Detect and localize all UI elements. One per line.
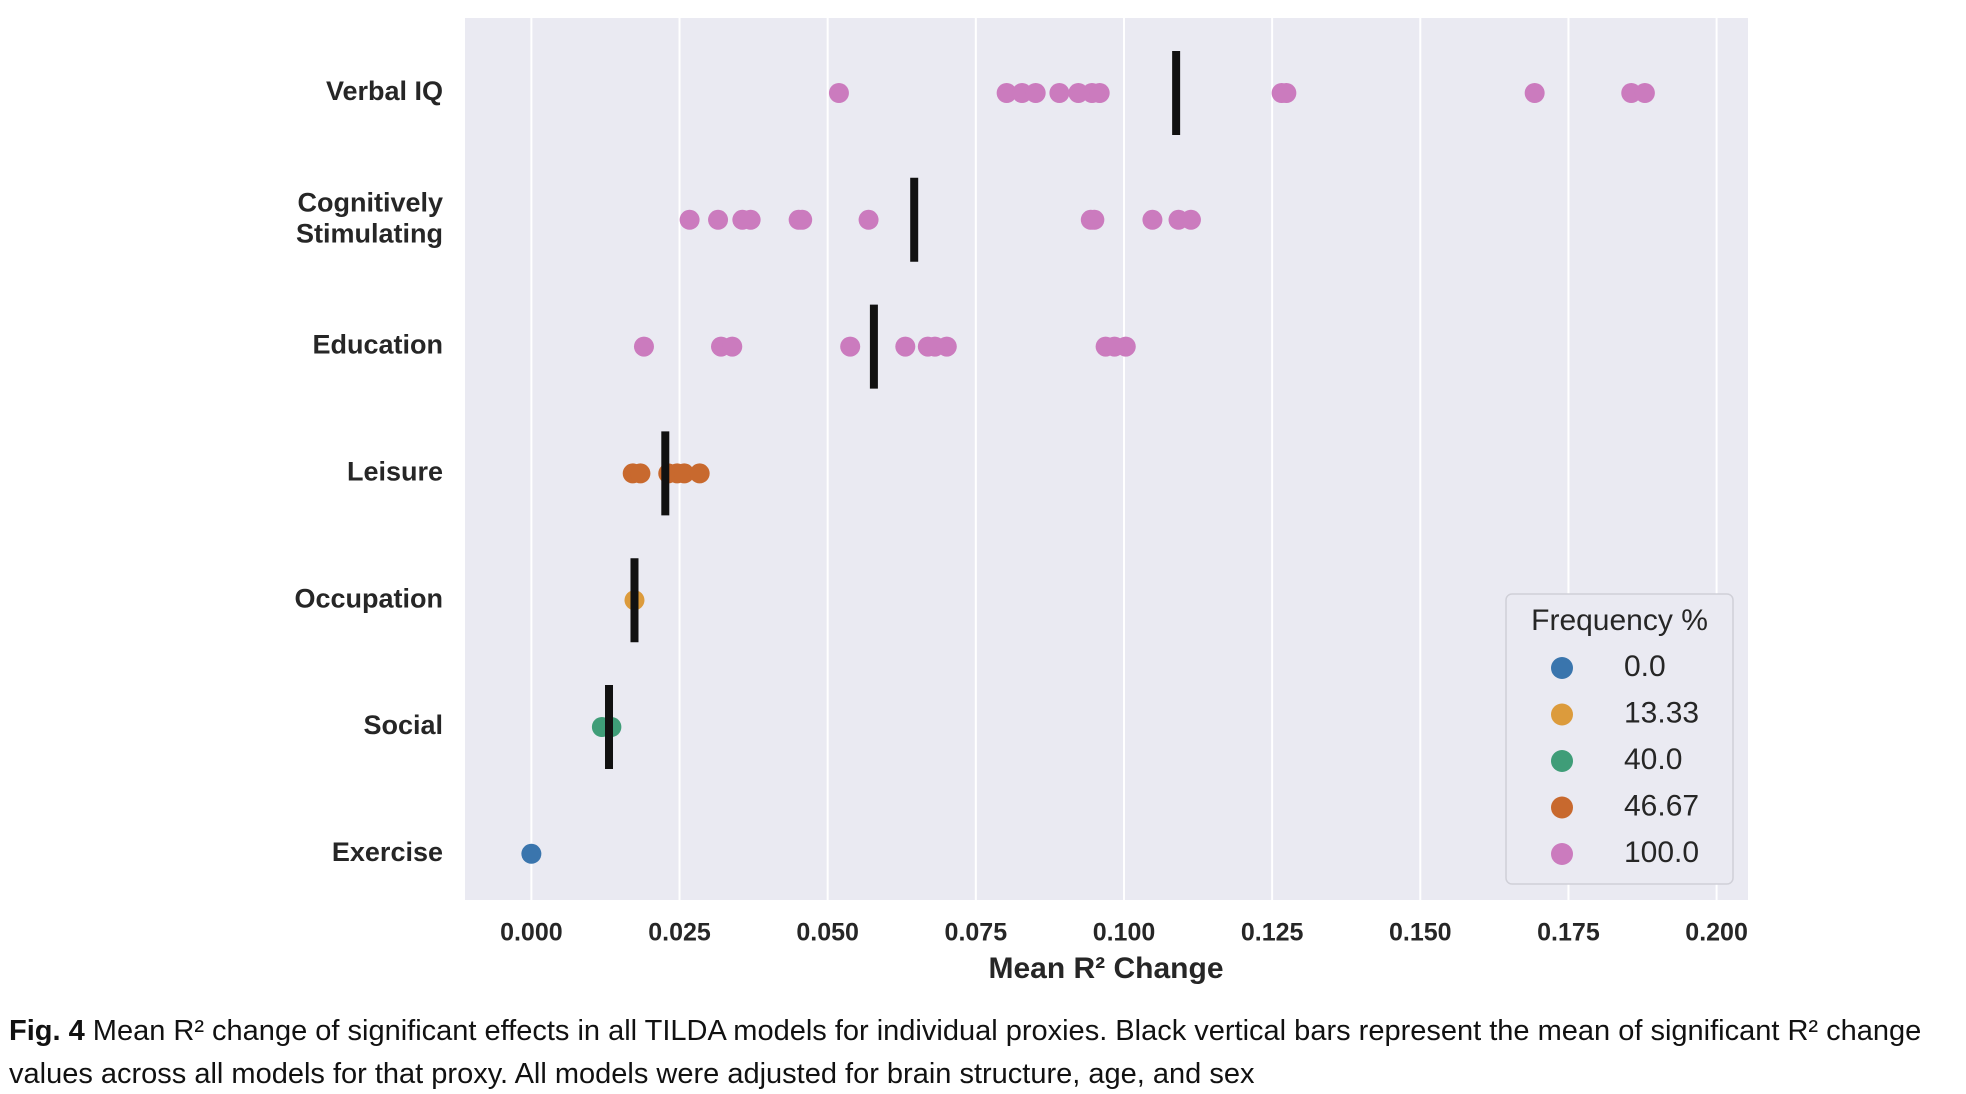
point — [828, 83, 849, 103]
legend-marker — [1551, 657, 1573, 679]
point — [1276, 83, 1297, 103]
point — [858, 209, 879, 230]
x-tick-label: 0.025 — [648, 919, 711, 947]
legend-marker — [1551, 750, 1573, 772]
y-tick-label: Occupation — [294, 583, 443, 613]
x-tick-label: 0.000 — [500, 919, 563, 947]
point — [1142, 209, 1163, 230]
caption-text: Mean R² change of significant effects in… — [9, 1015, 1922, 1090]
y-tick-label: Cognitively Stimulating — [296, 187, 443, 248]
point — [1180, 209, 1201, 230]
x-axis-label: Mean R² Change — [988, 952, 1223, 985]
legend-title: Frequency % — [1531, 604, 1708, 637]
x-tick-label: 0.125 — [1241, 919, 1304, 947]
point — [1084, 209, 1105, 230]
y-tick-label: Social — [363, 710, 443, 740]
point — [840, 336, 861, 357]
y-tick-label: Verbal IQ — [326, 76, 443, 106]
point — [1115, 336, 1136, 357]
caption-label: Fig. 4 — [9, 1015, 85, 1047]
point — [936, 336, 957, 357]
legend-marker — [1551, 843, 1573, 865]
point — [1089, 83, 1110, 103]
point — [792, 209, 813, 230]
point — [633, 336, 654, 357]
point — [895, 336, 916, 357]
legend-label: 0.0 — [1624, 650, 1666, 683]
x-tick-label: 0.075 — [945, 919, 1008, 947]
legend-label: 100.0 — [1624, 836, 1699, 869]
point — [740, 209, 761, 230]
x-tick-label: 0.200 — [1685, 919, 1748, 947]
point — [996, 83, 1017, 103]
point — [630, 463, 651, 484]
point — [689, 463, 710, 484]
point — [1025, 83, 1046, 103]
y-tick-label: Education — [312, 330, 443, 360]
point — [1524, 83, 1545, 103]
point — [1049, 83, 1070, 103]
x-tick-label: 0.100 — [1093, 919, 1156, 947]
legend-label: 40.0 — [1624, 743, 1682, 776]
point — [722, 336, 743, 357]
caption: Fig. 4 Mean R² change of significant eff… — [9, 1010, 1959, 1094]
y-tick-label: Exercise — [332, 837, 443, 867]
point — [674, 463, 695, 484]
y-tick-label: Leisure — [347, 457, 443, 487]
point — [1634, 83, 1655, 103]
legend-label: 46.67 — [1624, 789, 1699, 822]
legend-marker — [1551, 703, 1573, 726]
point — [679, 209, 700, 230]
x-tick-label: 0.175 — [1537, 919, 1600, 947]
x-tick-label: 0.150 — [1389, 919, 1452, 947]
point — [708, 209, 729, 230]
chart: Mean R² Change 0.000 0.025 0.050 0.075 0.100… — [294, 18, 1748, 985]
legend-label: 13.33 — [1624, 696, 1699, 729]
x-tick-label: 0.050 — [796, 919, 859, 947]
point — [521, 843, 542, 864]
legend-marker — [1551, 796, 1573, 819]
